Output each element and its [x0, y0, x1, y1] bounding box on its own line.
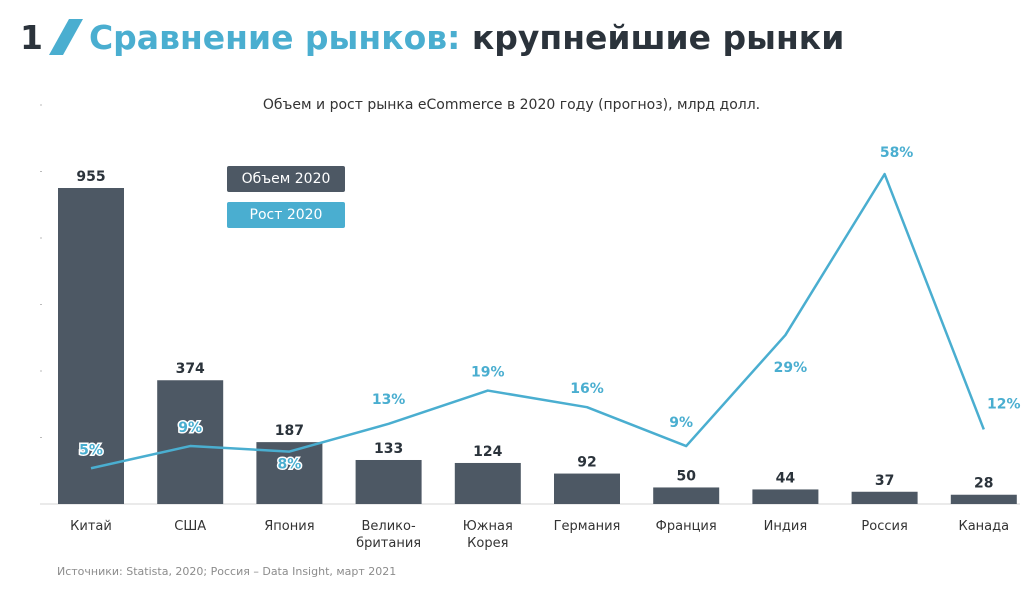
bar-value-label: 374	[176, 361, 205, 377]
source-note: Источники: Statista, 2020; Россия – Data…	[57, 565, 397, 578]
bar-value-label: 955	[76, 169, 105, 185]
growth-value-label: 13%	[372, 392, 406, 408]
growth-value-label: 19%	[471, 365, 505, 381]
legend-volume: Объем 2020	[227, 166, 345, 192]
bar-value-label: 92	[577, 455, 596, 471]
x-tick-label: Канада	[958, 519, 1009, 534]
x-tick-label: Франция	[656, 519, 717, 534]
growth-line	[90, 172, 985, 470]
x-tick-label: Китай	[70, 519, 112, 534]
growth-value-label: 12%	[987, 396, 1021, 412]
growth-value-label: 16%	[570, 381, 604, 397]
x-tick-label: США	[174, 519, 206, 534]
x-tick-label: Индия	[764, 519, 807, 534]
growth-value-label: 9%	[669, 415, 693, 431]
bar-value-label: 133	[374, 441, 403, 457]
bar-value-label: 50	[676, 468, 696, 484]
bar-value-label: 44	[776, 470, 796, 486]
title-accent: Сравнение рынков:	[88, 17, 461, 57]
bar-value-label: 37	[875, 473, 894, 489]
bar-value-label: 124	[473, 444, 502, 460]
bar	[58, 188, 124, 504]
chart-title: Объем и рост рынка eCommerce в 2020 году…	[262, 97, 761, 113]
bar	[554, 473, 620, 504]
bar-value-label: 187	[275, 423, 304, 439]
x-tick-label: Германия	[554, 519, 621, 534]
slash-icon	[48, 19, 83, 55]
title-rest: крупнейшие рынки	[471, 17, 845, 57]
bar	[851, 491, 918, 504]
growth-value-label: 9%	[178, 420, 202, 436]
growth-value-label: 58%	[880, 145, 914, 161]
bar-value-label: 28	[974, 476, 993, 492]
growth-value-label: 5%	[79, 442, 103, 458]
bar	[157, 380, 224, 504]
bar	[752, 489, 819, 504]
growth-value-label: 29%	[774, 360, 808, 376]
x-tick-label: Япония	[264, 519, 314, 534]
x-tick-label: Южная Корея	[463, 519, 513, 551]
x-tick-label: Россия	[861, 519, 907, 534]
x-tick-label: Велико-британия	[356, 519, 421, 551]
growth-value-label: 8%	[278, 457, 302, 473]
bar	[355, 459, 422, 504]
bar	[653, 487, 720, 504]
slide-number: 1	[20, 17, 43, 57]
bar	[454, 462, 521, 504]
slide-title: 1 Сравнение рынков: крупнейшие рынки	[20, 12, 844, 62]
bar	[950, 494, 1017, 504]
legend-growth: Рост 2020	[227, 202, 345, 228]
